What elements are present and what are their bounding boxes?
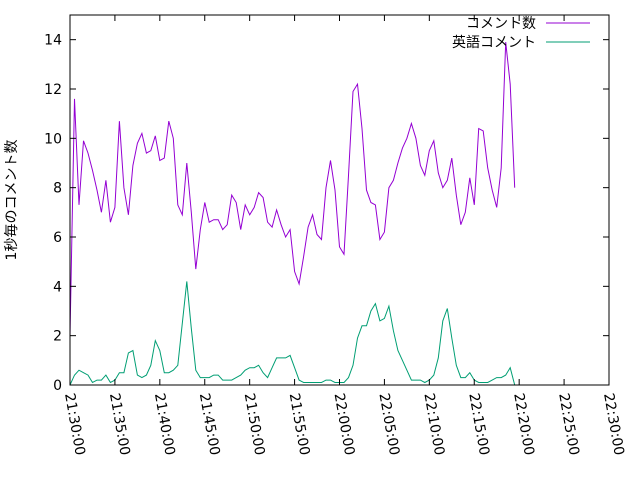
y-axis-label: 1秒毎のコメント数	[4, 140, 20, 261]
series-line-1	[69, 42, 516, 336]
series-line-2	[69, 281, 516, 386]
y-tick-label: 6	[53, 230, 62, 246]
y-tick-label: 14	[44, 33, 62, 49]
y-tick-label: 10	[44, 131, 62, 147]
y-axis: 0 2 4 6 8 10 12 14	[44, 33, 609, 394]
legend-label-1: コメント数	[466, 16, 536, 32]
legend-label-2: 英語コメント	[452, 34, 536, 51]
y-tick-label: 0	[53, 378, 62, 394]
plot-lines	[69, 42, 516, 386]
y-tick-label: 4	[53, 279, 62, 295]
y-tick-label: 2	[53, 329, 62, 345]
y-tick-label: 12	[44, 82, 62, 98]
y-tick-label: 8	[53, 181, 62, 197]
